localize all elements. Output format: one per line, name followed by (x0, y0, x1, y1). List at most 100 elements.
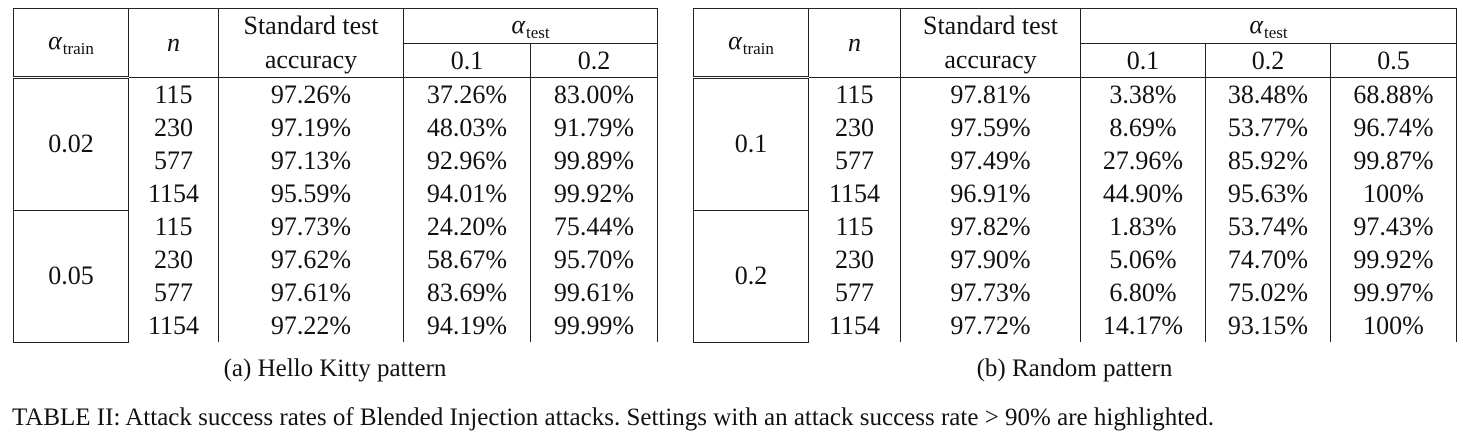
attack-success-cell: 99.97% (1329, 276, 1458, 309)
standard-accuracy-cell: 97.82% (900, 210, 1081, 243)
header-row: accuracy 0.1 0.2 0.5 (694, 43, 1458, 78)
table-row: 0.02 115 97.26% 37.26% 83.00% (13, 76, 659, 211)
alpha-test-symbol: α (1249, 9, 1264, 39)
standard-accuracy-cell: 97.61% (218, 276, 404, 309)
standard-accuracy-cell: 97.19% (218, 111, 404, 144)
attack-success-cell: 92.96% (403, 144, 531, 177)
table-row: 1154 97.72% 14.17% 93.15% 100% (694, 309, 1458, 342)
standard-accuracy-header-top: Standard test (218, 8, 404, 44)
n-cell: 577 (128, 276, 219, 309)
standard-accuracy-cell: 97.81% (900, 77, 1081, 111)
attack-success-cell: 91.79% (529, 111, 659, 144)
table-row: 0.2 115 97.82% 1.83% 53.74% 97.43% (693, 209, 1458, 343)
standard-accuracy-cell: 97.72% (900, 309, 1081, 342)
attack-success-cell: 96.74% (1329, 111, 1458, 144)
attack-success-cell: 95.63% (1205, 177, 1331, 210)
attack-success-cell: 99.92% (529, 177, 659, 210)
alpha-test-value-header: 0.2 (1205, 43, 1331, 78)
alpha-test-value-header: 0.5 (1329, 43, 1458, 78)
attack-success-cell: 8.69% (1080, 111, 1206, 144)
n-cell: 577 (128, 144, 219, 177)
table-row: 577 97.13% 92.96% 99.89% (14, 144, 659, 177)
table-row: 577 97.49% 27.96% 85.92% 99.87% (694, 144, 1458, 177)
table-row: 1154 95.59% 94.01% 99.92% (14, 177, 659, 210)
table-row: 1154 96.91% 44.90% 95.63% 100% (694, 177, 1458, 210)
attack-success-cell: 48.03% (403, 111, 531, 144)
attack-success-cell: 24.20% (403, 210, 531, 243)
n-cell: 1154 (808, 309, 901, 342)
n-cell: 1154 (808, 177, 901, 210)
attack-success-cell: 94.19% (403, 309, 531, 342)
attack-success-cell: 53.77% (1205, 111, 1331, 144)
n-cell: 577 (808, 276, 901, 309)
attack-success-cell: 14.17% (1080, 309, 1206, 342)
standard-accuracy-cell: 97.90% (900, 243, 1081, 276)
standard-accuracy-cell: 95.59% (218, 177, 404, 210)
table-row: 230 97.19% 48.03% 91.79% (14, 111, 659, 144)
n-cell: 230 (808, 111, 901, 144)
results-table-random: αtrain n Standard test αtest accuracy 0.1 0.2 0… (693, 8, 1458, 343)
n-cell: 115 (128, 210, 219, 243)
results-table-hello-kitty: αtrain n Standard test αtest accuracy 0.1 0.2 0… (13, 8, 659, 343)
table-row: 230 97.62% 58.67% 95.70% (14, 243, 659, 276)
attack-success-cell: 68.88% (1329, 77, 1458, 111)
attack-success-cell: 75.44% (529, 210, 659, 243)
standard-accuracy-cell: 97.73% (900, 276, 1081, 309)
standard-accuracy-cell: 97.13% (218, 144, 404, 177)
standard-accuracy-cell: 97.59% (900, 111, 1081, 144)
header-row: αtrain n Standard test αtest (693, 8, 1458, 78)
attack-success-cell: 93.15% (1205, 309, 1331, 342)
standard-accuracy-cell: 97.26% (218, 77, 404, 111)
standard-accuracy-header-bottom: accuracy (900, 43, 1081, 78)
attack-success-cell: 74.70% (1205, 243, 1331, 276)
standard-accuracy-cell: 97.22% (218, 309, 404, 342)
attack-success-cell: 100% (1329, 177, 1458, 210)
alpha-train-value: 0.05 (13, 209, 129, 343)
n-cell: 230 (128, 111, 219, 144)
attack-success-cell: 99.92% (1329, 243, 1458, 276)
table-caption-text: TABLE II: Attack success rates of Blende… (12, 404, 1215, 431)
attack-success-cell: 3.38% (1080, 77, 1206, 111)
alpha-train-value: 0.1 (693, 76, 809, 211)
header-row: αtrain n Standard test αtest (13, 8, 659, 78)
n-cell: 115 (808, 77, 901, 111)
attack-success-cell: 99.99% (529, 309, 659, 342)
alpha-test-value-header: 0.1 (403, 43, 531, 78)
standard-accuracy-header-bottom: accuracy (218, 43, 404, 78)
attack-success-cell: 44.90% (1080, 177, 1206, 210)
attack-success-cell: 94.01% (403, 177, 531, 210)
table-row: 230 97.59% 8.69% 53.77% 96.74% (694, 111, 1458, 144)
table-body: αtrain n Standard test αtest accuracy 0.1 0.2 0… (693, 8, 1458, 343)
attack-success-cell: 100% (1329, 309, 1458, 342)
alpha-test-header: αtest (402, 8, 659, 44)
n-cell: 230 (128, 243, 219, 276)
attack-success-cell: 99.61% (529, 276, 659, 309)
n-header: n (128, 8, 219, 78)
table-row: 0.1 115 97.81% 3.38% 38.48% 68.88% (693, 76, 1458, 211)
standard-accuracy-cell: 97.49% (900, 144, 1081, 177)
table-row: 577 97.61% 83.69% 99.61% (14, 276, 659, 309)
table-panel-hello-kitty: αtrain n Standard test αtest accuracy 0.1 0.2 0… (13, 8, 659, 343)
alpha-train-header: αtrain (693, 8, 809, 78)
alpha-train-header: αtrain (13, 8, 129, 78)
alpha-train-symbol: α (48, 26, 62, 55)
attack-success-cell: 75.02% (1205, 276, 1331, 309)
table-row: 577 97.73% 6.80% 75.02% 99.97% (694, 276, 1458, 309)
attack-success-cell: 99.87% (1329, 144, 1458, 177)
attack-success-cell: 58.67% (403, 243, 531, 276)
attack-success-cell: 53.74% (1205, 210, 1331, 243)
attack-success-cell: 83.00% (529, 77, 659, 111)
header-row: accuracy 0.1 0.2 (14, 43, 659, 78)
attack-success-cell: 97.43% (1329, 210, 1458, 243)
alpha-test-subscript: test (1264, 22, 1288, 42)
alpha-train-value: 0.02 (13, 76, 129, 211)
n-cell: 230 (808, 243, 901, 276)
alpha-test-value-header: 0.2 (529, 43, 659, 78)
standard-accuracy-header-top: Standard test (900, 8, 1081, 44)
attack-success-cell: 85.92% (1205, 144, 1331, 177)
standard-accuracy-cell: 97.62% (218, 243, 404, 276)
alpha-test-symbol: α (511, 9, 526, 39)
n-cell: 115 (128, 77, 219, 111)
alpha-test-value-header: 0.1 (1080, 43, 1206, 78)
n-cell: 115 (808, 210, 901, 243)
